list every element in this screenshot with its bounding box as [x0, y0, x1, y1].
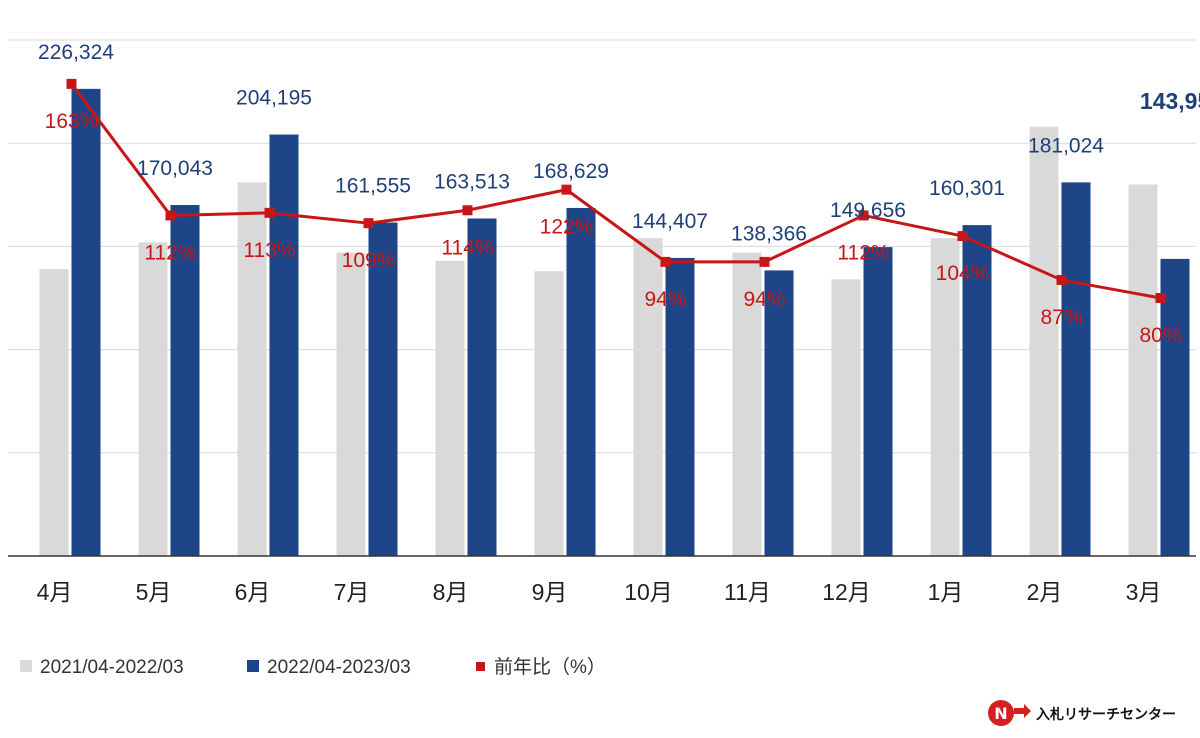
bar-2021 [930, 238, 960, 557]
bar-2022 [1160, 258, 1190, 556]
bar-2022 [665, 257, 695, 556]
ratio-marker [957, 231, 968, 242]
ratio-line [66, 78, 1166, 303]
ratio-label: 94% [743, 288, 785, 311]
ratio-marker [462, 205, 473, 216]
ratio-label: 163% [45, 110, 99, 133]
bar-2021 [633, 238, 663, 557]
bar-2022 [566, 207, 596, 556]
value-label: 138,366 [731, 222, 807, 245]
bar-2021 [1128, 184, 1158, 557]
brand-mark-icon [988, 700, 1014, 726]
bars [39, 88, 1190, 557]
ratio-label: 80% [1139, 324, 1181, 347]
brand-name: 入札リサーチセンター [1036, 706, 1176, 723]
x-tick-label: 4月 [37, 579, 73, 605]
bar-2021 [1029, 126, 1059, 557]
value-label: 226,324 [38, 41, 114, 64]
legend-label-2021: 2021/04-2022/03 [40, 657, 184, 678]
bar-2021 [39, 269, 69, 556]
bar-2021 [435, 260, 465, 556]
ratio-marker [561, 184, 572, 195]
ratio-marker [264, 207, 275, 218]
bar-2022 [962, 225, 992, 556]
bar-2022 [863, 247, 893, 556]
legend-label-ratio: 前年比（%） [494, 656, 606, 678]
bar-2021 [138, 242, 168, 556]
bar-2022 [170, 205, 200, 556]
value-label: 170,043 [137, 157, 213, 180]
ratio-marker [759, 256, 770, 267]
x-tick-label: 11月 [724, 579, 771, 605]
ratio-marker [165, 210, 176, 221]
x-tick-label: 6月 [235, 579, 271, 605]
x-tick-label: 1月 [928, 579, 964, 605]
bar-2021 [336, 252, 366, 557]
bar-2021 [534, 271, 564, 556]
x-axis: 4月 5月 6月 7月 8月 9月 10月 11月 12月 1月 2月 3月 [8, 555, 1196, 605]
grid-lines [8, 39, 1196, 454]
data-labels: 226,324 170,043 204,195 161,555 163,513 168,6… [38, 41, 1200, 347]
x-tick-label: 10月 [624, 579, 673, 605]
ratio-label: 112% [144, 241, 196, 264]
ratio-marker [858, 210, 869, 221]
bar-2021 [237, 182, 267, 556]
ratio-label: 94% [644, 288, 686, 311]
ratio-marker [1056, 274, 1067, 285]
bar-2022 [269, 134, 299, 557]
legend-swatch-ratio [476, 662, 485, 671]
ratio-label: 104% [936, 262, 990, 285]
x-tick-label: 3月 [1126, 579, 1162, 605]
x-tick-label: 2月 [1027, 579, 1063, 605]
legend-swatch-2021 [20, 660, 32, 672]
bar-2021 [732, 252, 762, 557]
value-label: 160,301 [929, 177, 1005, 200]
ratio-label: 114% [441, 236, 493, 259]
x-tick-label: 5月 [136, 579, 172, 605]
ratio-marker [66, 78, 77, 89]
bar-2022 [71, 88, 101, 557]
value-label: 168,629 [533, 160, 609, 183]
legend-label-2022: 2022/04-2023/03 [267, 657, 411, 678]
bar-2022 [764, 270, 794, 556]
bar-2021 [831, 279, 861, 556]
legend: 2021/04-2022/03 2022/04-2023/03 前年比（%） [20, 656, 606, 678]
value-label: 143,952 [1140, 88, 1200, 114]
value-label: 163,513 [434, 171, 510, 194]
bar-2022 [368, 222, 398, 556]
x-tick-label: 9月 [532, 579, 568, 605]
ratio-label: 87% [1040, 306, 1082, 329]
value-label: 161,555 [335, 175, 411, 198]
brand-mark-letter: N [994, 704, 1007, 723]
ratio-marker [660, 256, 671, 267]
ratio-label: 112% [837, 241, 889, 264]
legend-swatch-2022 [247, 660, 259, 672]
x-tick-label: 12月 [822, 579, 871, 605]
ratio-label: 109% [342, 249, 396, 272]
bar-2022 [467, 218, 497, 557]
value-label: 144,407 [632, 210, 708, 233]
ratio-marker [1155, 293, 1166, 303]
bar-2022 [1061, 182, 1091, 557]
x-tick-label: 7月 [334, 579, 370, 605]
value-label: 204,195 [236, 87, 312, 110]
value-label: 181,024 [1028, 134, 1104, 157]
ratio-label: 122% [540, 216, 594, 239]
ratio-polyline [70, 82, 1161, 300]
ratio-marker [363, 218, 374, 229]
ratio-label: 113% [243, 239, 295, 262]
value-label: 149,656 [830, 199, 906, 222]
brand-logo: N 入札リサーチセンター [988, 700, 1176, 726]
x-tick-label: 8月 [433, 579, 469, 605]
brand-arrow-icon [1014, 704, 1031, 718]
